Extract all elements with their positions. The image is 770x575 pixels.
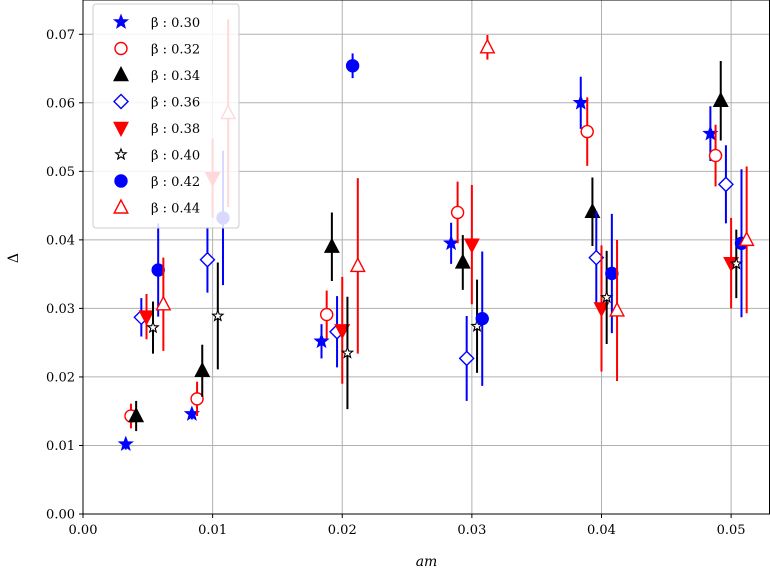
data-point (313, 332, 330, 349)
y-tick-label: 0.02 (46, 370, 75, 385)
data-point (138, 310, 155, 326)
data-point (190, 392, 204, 406)
data-point (580, 124, 594, 139)
legend-marker (112, 13, 130, 29)
data-point (117, 435, 134, 451)
y-tick-label: 0.04 (46, 233, 75, 248)
data-point (319, 307, 334, 322)
data-series (117, 19, 755, 451)
x-tick-label: 0.04 (587, 523, 616, 538)
legend-marker (113, 121, 129, 138)
legend-label: β : 0.44 (151, 202, 200, 217)
data-point (599, 290, 614, 304)
data-point (463, 238, 480, 254)
legend-marker (113, 65, 129, 82)
legend-label: β : 0.34 (151, 69, 200, 84)
legend-marker (114, 41, 128, 56)
data-point (712, 91, 729, 107)
legend-label: β : 0.38 (151, 122, 200, 137)
data-point (194, 361, 211, 377)
data-point (340, 345, 355, 359)
data-point (443, 234, 460, 251)
data-point (708, 148, 723, 163)
legend-marker (113, 93, 129, 110)
legend-label: β : 0.42 (151, 175, 200, 190)
y-tick-label: 0.03 (46, 302, 75, 317)
series-2 (128, 60, 729, 432)
data-point (345, 59, 360, 73)
data-point (717, 176, 734, 193)
data-point (593, 302, 610, 318)
legend: β : 0.30 β : 0.32 β : 0.34 β : 0.36 β : 0.38… (92, 3, 240, 229)
legend-marker (114, 174, 128, 188)
legend-marker (113, 198, 129, 214)
data-point (155, 295, 172, 311)
data-point (199, 251, 216, 268)
legend-label: β : 0.36 (151, 96, 200, 111)
data-point (323, 237, 340, 253)
data-point (334, 324, 351, 340)
data-point (128, 406, 145, 423)
series-7 (155, 19, 755, 382)
legend-box (92, 3, 240, 229)
y-tick-label: 0.05 (46, 165, 75, 180)
x-tick-label: 0.01 (198, 523, 227, 538)
legend-label: β : 0.30 (151, 16, 200, 31)
legend-label: β : 0.40 (151, 149, 200, 164)
data-point (738, 230, 755, 247)
data-point (454, 253, 471, 269)
x-tick-label: 0.05 (717, 523, 746, 538)
x-tick-label: 0.00 (69, 523, 98, 538)
data-point (572, 94, 589, 110)
legend-label: β : 0.32 (151, 43, 200, 58)
series-6 (151, 53, 749, 386)
data-point (146, 320, 160, 334)
x-axis-label: am (416, 554, 438, 570)
x-tick-label: 0.02 (328, 523, 357, 538)
legend-marker (114, 147, 128, 161)
data-point (211, 308, 225, 322)
data-point (609, 301, 626, 317)
axis-ticks: 0.00 0.01 0.02 0.03 0.04 0.05 0.00 0.01 0.02 0.03… (46, 28, 746, 538)
data-point (475, 311, 489, 326)
y-tick-label: 0.06 (46, 96, 75, 111)
y-axis-label: Δ (6, 253, 22, 263)
y-tick-label: 0.01 (46, 439, 75, 454)
data-point (349, 256, 366, 273)
data-point (458, 350, 475, 367)
x-tick-label: 0.03 (457, 523, 486, 538)
y-tick-label: 0.00 (46, 508, 75, 523)
data-point (450, 205, 465, 220)
series-5 (146, 229, 744, 410)
data-point (729, 256, 744, 270)
y-tick-label: 0.07 (46, 28, 75, 43)
data-point (479, 38, 496, 54)
